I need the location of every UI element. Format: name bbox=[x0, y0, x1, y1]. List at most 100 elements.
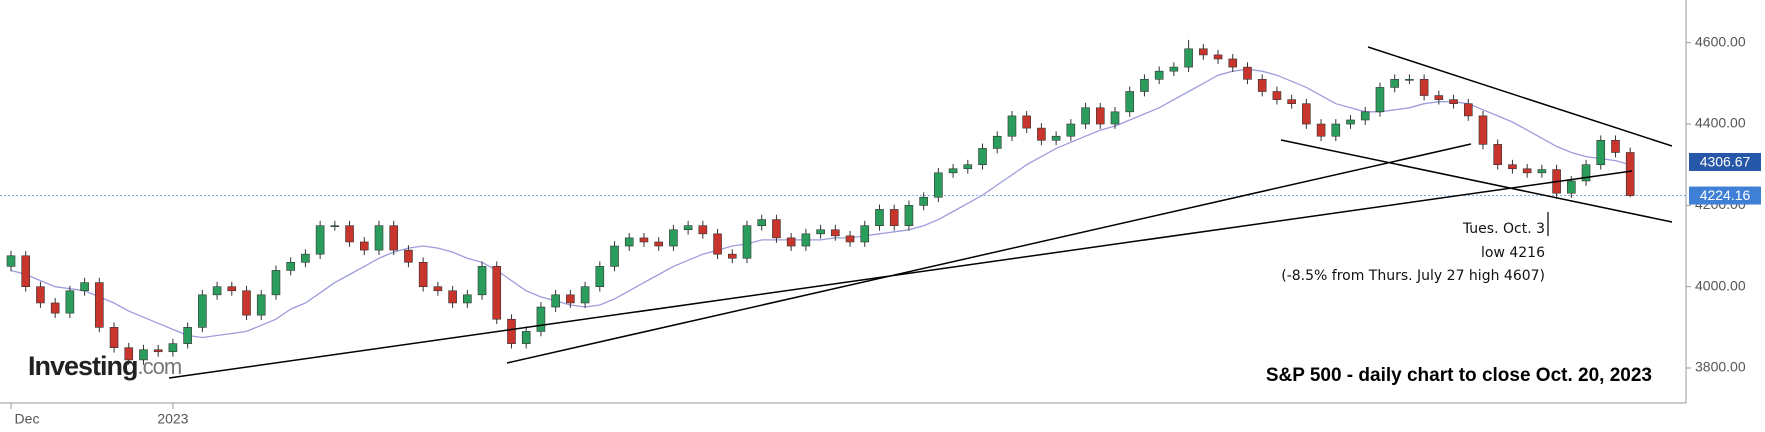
candle-body bbox=[1184, 48, 1193, 68]
trend-line bbox=[1280, 139, 1673, 223]
candle-body bbox=[580, 286, 590, 304]
candle-body bbox=[301, 253, 310, 263]
candle-body bbox=[875, 209, 884, 226]
candle-body bbox=[919, 196, 928, 206]
candle-body bbox=[1095, 107, 1105, 125]
annotation: (-8.5% from Thurs. July 27 high 4607) bbox=[1281, 268, 1545, 284]
candle-body bbox=[1419, 78, 1429, 96]
candle-body bbox=[21, 255, 31, 287]
candle-body bbox=[1007, 115, 1017, 137]
candle-body bbox=[1478, 115, 1488, 145]
candle-body bbox=[95, 282, 104, 328]
candle-body bbox=[1213, 54, 1223, 60]
candle-body bbox=[1434, 95, 1444, 100]
candle-body bbox=[1360, 111, 1370, 121]
candle-body bbox=[1022, 115, 1031, 129]
candle-body bbox=[1228, 58, 1238, 68]
annotation: low 4216 bbox=[1481, 245, 1545, 261]
candle-body bbox=[36, 286, 45, 304]
x-tick-label: 2023 bbox=[157, 411, 188, 427]
candle-body bbox=[1051, 135, 1061, 141]
candle-body bbox=[212, 286, 222, 296]
candle-body bbox=[139, 349, 148, 361]
price-marker bbox=[1689, 186, 1761, 205]
y-tick-label: 4600.00 bbox=[1695, 33, 1746, 49]
logo: Investing.com bbox=[28, 351, 181, 381]
candle-body bbox=[168, 343, 178, 353]
candle-body bbox=[1154, 70, 1164, 80]
candle-body bbox=[433, 286, 443, 292]
candle-body bbox=[698, 225, 708, 235]
candle-body bbox=[992, 135, 1002, 149]
candle-body bbox=[595, 266, 605, 287]
candle-body bbox=[860, 225, 870, 243]
candle-body bbox=[772, 219, 781, 239]
candle-body bbox=[1625, 152, 1635, 196]
candle-body bbox=[1405, 78, 1414, 81]
chart-title: S&P 500 - daily chart to close Oct. 20, … bbox=[1266, 365, 1652, 386]
annotation: Tues. Oct. 3 bbox=[1462, 221, 1545, 237]
candle-body bbox=[198, 294, 207, 328]
candle-body bbox=[1081, 107, 1090, 125]
candle-body bbox=[345, 225, 354, 243]
candle-body bbox=[359, 241, 369, 251]
candle-body bbox=[757, 219, 767, 226]
price-marker bbox=[1689, 152, 1761, 171]
candle-body bbox=[1390, 78, 1399, 88]
candle-body bbox=[1257, 78, 1267, 92]
candle-body bbox=[50, 302, 60, 314]
candle-body bbox=[610, 245, 619, 267]
candle-body bbox=[904, 205, 914, 226]
candle-body bbox=[507, 318, 516, 344]
candle-body bbox=[1346, 119, 1355, 125]
candle-body bbox=[786, 237, 796, 247]
candle-body bbox=[1287, 99, 1296, 104]
candle-body bbox=[6, 255, 16, 267]
candle-body bbox=[1125, 91, 1135, 113]
y-tick-label: 4400.00 bbox=[1695, 115, 1746, 131]
candle-body bbox=[153, 349, 163, 353]
candle-body bbox=[624, 237, 634, 247]
price-marker-label: 4224.16 bbox=[1700, 187, 1751, 203]
x-tick-label: Dec bbox=[15, 411, 40, 427]
candle-body bbox=[463, 294, 472, 304]
candle-body bbox=[713, 233, 722, 255]
candle-body bbox=[109, 327, 119, 348]
candle-body bbox=[1169, 66, 1179, 72]
candle-body bbox=[80, 282, 89, 292]
y-tick-label: 4000.00 bbox=[1695, 277, 1746, 293]
candle-body bbox=[654, 241, 663, 247]
candle-body bbox=[477, 266, 487, 296]
candle-body bbox=[1567, 180, 1576, 194]
candle-body bbox=[831, 229, 840, 237]
plot-area bbox=[0, 39, 1686, 365]
y-tick-label: 3800.00 bbox=[1695, 359, 1746, 375]
candle-body bbox=[389, 225, 399, 251]
candle-body bbox=[566, 294, 575, 304]
candle-body bbox=[242, 290, 251, 316]
price-marker-label: 4306.67 bbox=[1700, 154, 1751, 170]
candle-body bbox=[536, 306, 546, 332]
candle-body bbox=[742, 225, 752, 259]
candle-body bbox=[1302, 103, 1311, 125]
candle-body bbox=[978, 148, 987, 165]
candle-body bbox=[183, 327, 192, 344]
candle-body bbox=[1243, 66, 1252, 80]
candle-body bbox=[374, 225, 384, 251]
candle-body bbox=[256, 294, 266, 316]
candle-body bbox=[1449, 99, 1458, 104]
candle-body bbox=[948, 168, 958, 174]
candle-body bbox=[1508, 164, 1517, 170]
candle-body bbox=[683, 225, 693, 231]
candle-body bbox=[816, 229, 825, 235]
candle-body bbox=[1199, 48, 1208, 56]
candle-body bbox=[551, 294, 560, 308]
candle-body bbox=[448, 290, 457, 304]
logo-name: Investing bbox=[28, 351, 138, 381]
candle-body bbox=[1037, 127, 1046, 141]
candle-body bbox=[492, 266, 502, 320]
candle-body bbox=[521, 331, 531, 344]
candle-body bbox=[1110, 111, 1120, 125]
candle-body bbox=[845, 235, 855, 243]
